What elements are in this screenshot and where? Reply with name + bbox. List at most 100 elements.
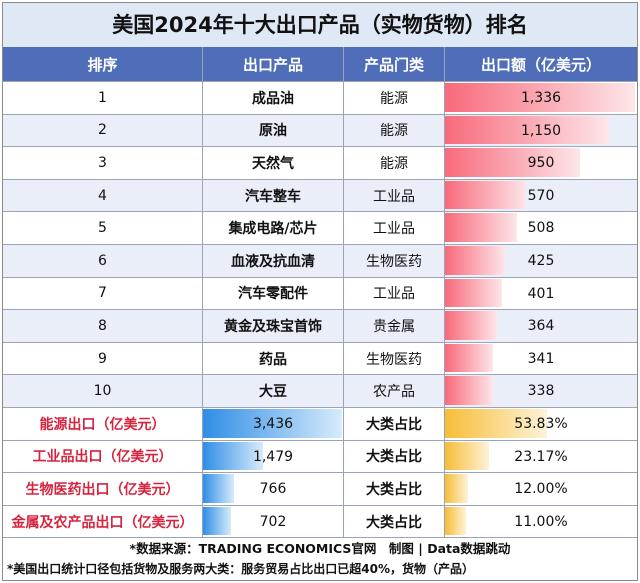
table-row: 10 大豆 农产品 338 xyxy=(3,375,637,408)
summary-share-value: 53.83% xyxy=(514,416,568,432)
summary-share-label: 大类占比 xyxy=(344,505,445,539)
summary-share-cell: 23.17% xyxy=(445,441,637,474)
value-bar xyxy=(445,311,497,340)
product-cell: 黄金及珠宝首饰 xyxy=(203,310,344,343)
header-category: 产品门类 xyxy=(344,47,445,82)
rank-cell: 2 xyxy=(3,114,203,148)
category-cell: 贵金属 xyxy=(344,310,445,343)
value-label: 341 xyxy=(527,350,555,367)
summary-share-label: 大类占比 xyxy=(344,440,445,474)
summary-share-label: 大类占比 xyxy=(344,408,445,441)
product-cell: 汽车整车 xyxy=(203,179,344,213)
summary-share-bar xyxy=(445,409,548,438)
summary-value-bar xyxy=(203,409,342,438)
header-rank: 排序 xyxy=(3,47,203,82)
category-cell: 生物医药 xyxy=(344,342,445,376)
value-cell: 508 xyxy=(445,212,637,245)
value-cell: 950 xyxy=(445,147,637,180)
value-bar xyxy=(445,278,503,308)
summary-name: 能源出口（亿美元） xyxy=(3,408,203,441)
summary-share-bar xyxy=(445,441,490,471)
value-cell: 1,336 xyxy=(445,82,637,115)
category-cell: 生物医药 xyxy=(344,245,445,278)
value-bar xyxy=(445,180,527,210)
table-row: 2 原油 能源 1,150 xyxy=(3,114,637,148)
rank-cell: 5 xyxy=(3,212,203,245)
value-bar xyxy=(445,148,581,177)
category-cell: 工业品 xyxy=(344,212,445,245)
product-cell: 血液及抗血清 xyxy=(203,245,344,278)
category-cell: 能源 xyxy=(344,147,445,180)
value-label: 425 xyxy=(527,253,555,269)
summary-value-cell: 3,436 xyxy=(203,408,344,441)
summary-share-value: 12.00% xyxy=(514,481,568,498)
rank-cell: 8 xyxy=(3,310,203,343)
summary-row: 生物医药出口（亿美元） 766 大类占比 12.00% xyxy=(3,473,637,506)
page-title: 美国2024年十大出口产品（实物货物）排名 xyxy=(3,3,637,47)
summary-value-label: 1,479 xyxy=(252,448,294,465)
table-row: 4 汽车整车 工业品 570 xyxy=(3,179,637,213)
product-cell: 原油 xyxy=(203,114,344,148)
value-bar xyxy=(445,376,494,405)
value-label: 401 xyxy=(527,285,555,302)
summary-value-cell: 1,479 xyxy=(203,440,344,474)
value-cell: 1,150 xyxy=(445,114,637,148)
summary-share-cell: 11.00% xyxy=(445,506,637,539)
summary-value-label: 3,436 xyxy=(252,416,294,432)
summary-value-bar xyxy=(203,441,263,471)
category-cell: 能源 xyxy=(344,82,445,115)
value-label: 1,150 xyxy=(520,122,562,139)
summary-value-bar xyxy=(203,474,234,503)
value-bar xyxy=(445,83,635,112)
value-bar xyxy=(445,246,506,275)
summary-value-cell: 702 xyxy=(203,505,344,539)
category-cell: 农产品 xyxy=(344,375,445,408)
product-cell: 成品油 xyxy=(203,82,344,115)
summary-row: 工业品出口（亿美元） 1,479 大类占比 23.17% xyxy=(3,440,637,474)
header-product: 出口产品 xyxy=(203,47,344,82)
value-bar xyxy=(445,213,518,242)
footer-note: *美国出口统计口径包括货物及服务两大类：服务贸易占比出口已超40%，货物（产品） xyxy=(3,559,637,580)
rank-cell: 1 xyxy=(3,82,203,115)
value-bar xyxy=(445,343,494,373)
rank-cell: 3 xyxy=(3,147,203,180)
value-label: 1,336 xyxy=(520,90,562,106)
table-row: 3 天然气 能源 950 xyxy=(3,147,637,180)
table-row: 8 黄金及珠宝首饰 贵金属 364 xyxy=(3,310,637,343)
category-cell: 能源 xyxy=(344,114,445,148)
summary-value-label: 702 xyxy=(259,513,287,530)
rank-cell: 4 xyxy=(3,179,203,213)
summary-share-value: 11.00% xyxy=(514,513,568,530)
product-cell: 集成电路/芯片 xyxy=(203,212,344,245)
table-header-row: 排序 出口产品 产品门类 出口额（亿美元） xyxy=(3,47,637,82)
value-cell: 570 xyxy=(445,179,637,213)
product-cell: 天然气 xyxy=(203,147,344,180)
value-cell: 425 xyxy=(445,245,637,278)
value-label: 950 xyxy=(527,155,555,172)
summary-name: 工业品出口（亿美元） xyxy=(3,440,203,474)
summary-share-value: 23.17% xyxy=(514,448,568,465)
value-cell: 364 xyxy=(445,310,637,343)
summary-value-label: 766 xyxy=(259,481,287,498)
rank-cell: 9 xyxy=(3,342,203,376)
value-label: 364 xyxy=(527,318,555,335)
header-value: 出口额（亿美元） xyxy=(445,47,637,82)
category-cell: 工业品 xyxy=(344,277,445,311)
summary-name: 生物医药出口（亿美元） xyxy=(3,473,203,506)
category-cell: 工业品 xyxy=(344,179,445,213)
table-row: 9 药品 生物医药 341 xyxy=(3,342,637,376)
product-cell: 大豆 xyxy=(203,375,344,408)
summary-name: 金属及农产品出口（亿美元） xyxy=(3,505,203,539)
product-cell: 药品 xyxy=(203,342,344,376)
rank-cell: 7 xyxy=(3,277,203,311)
summary-value-bar xyxy=(203,506,232,536)
value-cell: 338 xyxy=(445,375,637,408)
summary-row: 金属及农产品出口（亿美元） 702 大类占比 11.00% xyxy=(3,505,637,539)
summary-share-bar xyxy=(445,474,468,503)
value-label: 508 xyxy=(527,220,555,237)
summary-row: 能源出口（亿美元） 3,436 大类占比 53.83% xyxy=(3,408,637,441)
value-cell: 401 xyxy=(445,278,637,311)
summary-share-label: 大类占比 xyxy=(344,473,445,506)
footer-source: *数据来源：TRADING ECONOMICS官网 制图 | Data数据跳动 xyxy=(3,539,637,559)
